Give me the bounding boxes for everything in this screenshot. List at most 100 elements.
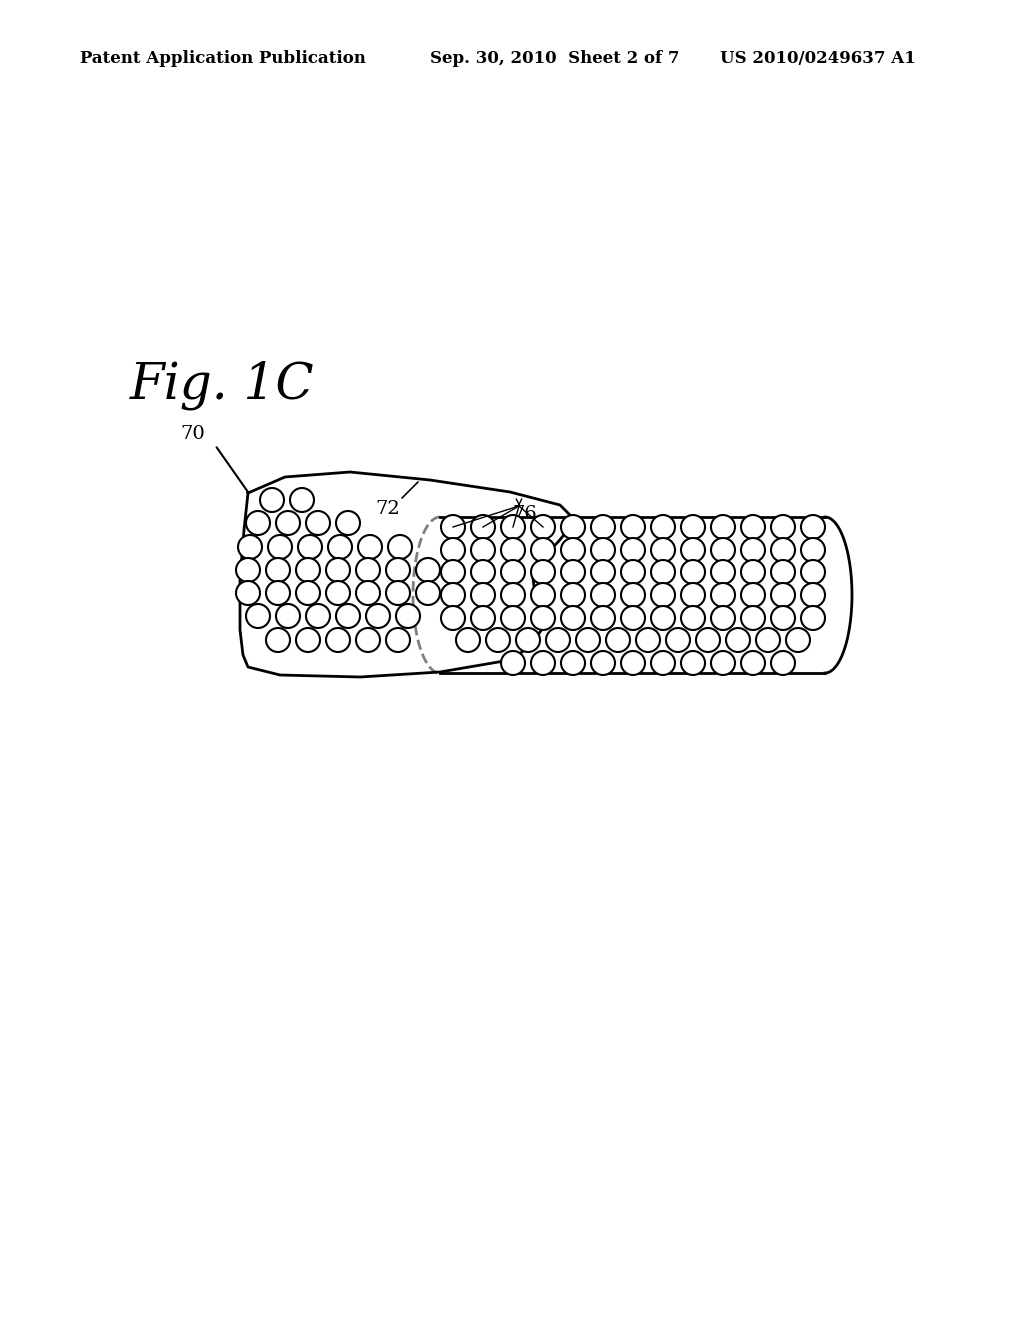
Circle shape	[561, 515, 585, 539]
Circle shape	[546, 628, 570, 652]
Polygon shape	[440, 517, 825, 673]
Circle shape	[268, 535, 292, 558]
Circle shape	[356, 558, 380, 582]
Circle shape	[296, 581, 319, 605]
Circle shape	[501, 651, 525, 675]
Circle shape	[636, 628, 660, 652]
Text: US 2010/0249637 A1: US 2010/0249637 A1	[720, 50, 915, 67]
Circle shape	[621, 560, 645, 583]
Circle shape	[681, 539, 705, 562]
Circle shape	[356, 581, 380, 605]
Circle shape	[306, 605, 330, 628]
Circle shape	[531, 651, 555, 675]
Circle shape	[266, 581, 290, 605]
Circle shape	[681, 651, 705, 675]
Circle shape	[786, 628, 810, 652]
Circle shape	[651, 539, 675, 562]
Circle shape	[326, 628, 350, 652]
Polygon shape	[240, 473, 572, 677]
Circle shape	[621, 539, 645, 562]
Circle shape	[591, 606, 615, 630]
Circle shape	[516, 628, 540, 652]
Circle shape	[801, 539, 825, 562]
Circle shape	[358, 535, 382, 558]
Circle shape	[561, 560, 585, 583]
Text: Patent Application Publication: Patent Application Publication	[80, 50, 366, 67]
Circle shape	[771, 583, 795, 607]
Circle shape	[621, 606, 645, 630]
Circle shape	[531, 539, 555, 562]
Circle shape	[328, 535, 352, 558]
Circle shape	[236, 558, 260, 582]
Circle shape	[651, 651, 675, 675]
Circle shape	[741, 539, 765, 562]
Circle shape	[651, 606, 675, 630]
Circle shape	[356, 628, 380, 652]
Circle shape	[606, 628, 630, 652]
Circle shape	[801, 583, 825, 607]
Circle shape	[756, 628, 780, 652]
Circle shape	[501, 515, 525, 539]
Circle shape	[296, 628, 319, 652]
Circle shape	[561, 606, 585, 630]
Circle shape	[276, 511, 300, 535]
Circle shape	[801, 606, 825, 630]
Circle shape	[711, 583, 735, 607]
Circle shape	[416, 581, 440, 605]
Circle shape	[741, 560, 765, 583]
Circle shape	[531, 560, 555, 583]
Circle shape	[561, 539, 585, 562]
Circle shape	[591, 651, 615, 675]
Circle shape	[260, 488, 284, 512]
Circle shape	[561, 583, 585, 607]
Circle shape	[238, 535, 262, 558]
Circle shape	[246, 511, 270, 535]
Circle shape	[681, 515, 705, 539]
Circle shape	[681, 606, 705, 630]
Circle shape	[290, 488, 314, 512]
Circle shape	[266, 628, 290, 652]
Circle shape	[471, 515, 495, 539]
Circle shape	[386, 581, 410, 605]
Circle shape	[741, 583, 765, 607]
Circle shape	[501, 606, 525, 630]
Circle shape	[621, 651, 645, 675]
Text: 70: 70	[180, 425, 205, 444]
Circle shape	[441, 539, 465, 562]
Circle shape	[336, 511, 360, 535]
Circle shape	[326, 581, 350, 605]
Circle shape	[366, 605, 390, 628]
Circle shape	[711, 515, 735, 539]
Circle shape	[621, 515, 645, 539]
Text: Sep. 30, 2010  Sheet 2 of 7: Sep. 30, 2010 Sheet 2 of 7	[430, 50, 680, 67]
Circle shape	[441, 515, 465, 539]
Circle shape	[388, 535, 412, 558]
Circle shape	[486, 628, 510, 652]
Circle shape	[591, 515, 615, 539]
Circle shape	[771, 515, 795, 539]
Circle shape	[741, 606, 765, 630]
Circle shape	[711, 539, 735, 562]
Circle shape	[336, 605, 360, 628]
Circle shape	[326, 558, 350, 582]
Circle shape	[726, 628, 750, 652]
Circle shape	[741, 515, 765, 539]
Circle shape	[801, 515, 825, 539]
Circle shape	[711, 560, 735, 583]
Circle shape	[651, 583, 675, 607]
Ellipse shape	[798, 517, 852, 673]
Circle shape	[416, 558, 440, 582]
Circle shape	[531, 606, 555, 630]
Circle shape	[771, 539, 795, 562]
Circle shape	[591, 560, 615, 583]
Circle shape	[711, 651, 735, 675]
Text: Fig. 1C: Fig. 1C	[130, 360, 314, 409]
Circle shape	[651, 560, 675, 583]
Circle shape	[771, 606, 795, 630]
Circle shape	[298, 535, 322, 558]
Text: 76: 76	[512, 506, 537, 523]
Circle shape	[441, 560, 465, 583]
Circle shape	[501, 560, 525, 583]
Circle shape	[741, 651, 765, 675]
Circle shape	[501, 539, 525, 562]
